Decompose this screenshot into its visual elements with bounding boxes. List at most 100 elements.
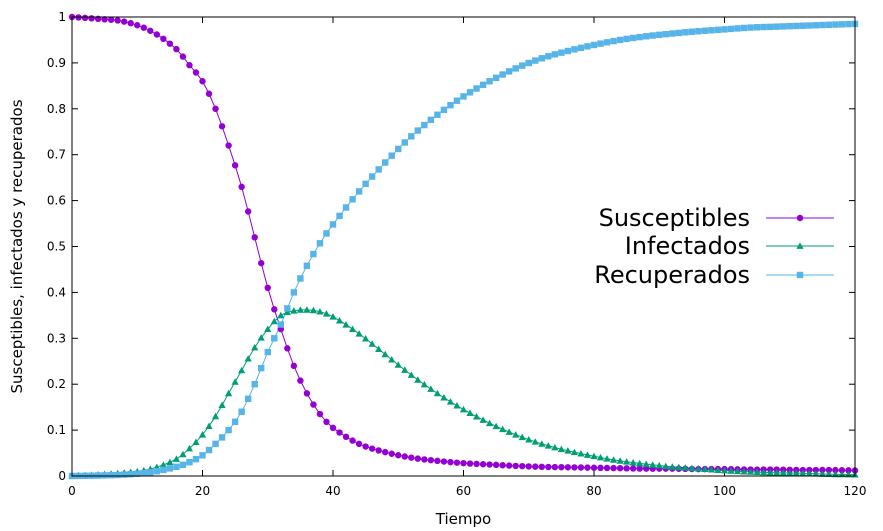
data-point-susceptibles xyxy=(316,410,324,418)
data-point-recuperados xyxy=(806,22,813,29)
data-point-recuperados xyxy=(173,463,180,471)
data-point-susceptibles xyxy=(603,464,611,472)
data-point-infectados xyxy=(557,445,565,453)
data-point-recuperados xyxy=(584,43,591,50)
series-markers xyxy=(68,13,859,480)
data-point-infectados xyxy=(172,455,180,462)
data-point-recuperados xyxy=(558,49,565,56)
data-point-susceptibles xyxy=(231,162,239,169)
data-point-recuperados xyxy=(786,22,793,30)
data-point-recuperados xyxy=(714,26,722,34)
data-point-recuperados xyxy=(740,24,748,32)
data-point-infectados xyxy=(603,455,611,462)
data-point-infectados xyxy=(277,311,285,319)
data-point-infectados xyxy=(388,355,396,363)
data-point-recuperados xyxy=(799,22,806,29)
data-point-susceptibles xyxy=(395,452,402,459)
y-tick-label: 0.6 xyxy=(47,194,66,208)
data-point-recuperados xyxy=(160,466,167,474)
data-point-susceptibles xyxy=(629,465,637,472)
data-point-recuperados xyxy=(747,24,754,31)
data-point-recuperados xyxy=(134,470,141,477)
data-point-susceptibles xyxy=(825,466,833,474)
data-point-recuperados xyxy=(421,121,428,129)
data-point-infectados xyxy=(492,422,500,430)
data-point-susceptibles xyxy=(342,433,350,441)
data-point-infectados xyxy=(675,463,683,471)
data-point-recuperados xyxy=(290,289,298,296)
data-point-infectados xyxy=(609,456,618,463)
data-point-recuperados xyxy=(447,101,454,109)
data-point-susceptibles xyxy=(205,90,213,97)
data-point-susceptibles xyxy=(421,456,428,463)
data-point-susceptibles xyxy=(532,463,539,470)
legend-marker-recuperados xyxy=(796,271,804,279)
data-point-recuperados xyxy=(616,36,624,44)
data-point-recuperados xyxy=(427,116,435,124)
data-point-recuperados xyxy=(310,250,317,258)
data-point-infectados xyxy=(335,316,344,324)
data-point-susceptibles xyxy=(134,22,141,29)
data-point-susceptibles xyxy=(473,460,480,468)
data-point-infectados xyxy=(283,308,291,316)
data-point-infectados xyxy=(166,458,174,466)
data-point-infectados xyxy=(231,378,239,385)
legend-marker-infectados xyxy=(796,242,804,249)
data-point-susceptibles xyxy=(310,401,317,408)
data-point-susceptibles xyxy=(610,464,617,472)
data-point-recuperados xyxy=(532,57,539,64)
data-point-susceptibles xyxy=(225,142,232,149)
data-point-infectados xyxy=(649,461,657,468)
data-point-infectados xyxy=(264,325,272,332)
data-point-recuperados xyxy=(538,55,545,62)
data-point-recuperados xyxy=(414,127,422,134)
data-point-recuperados xyxy=(669,30,676,37)
data-point-infectados xyxy=(753,468,761,476)
data-point-recuperados xyxy=(205,446,213,454)
data-point-infectados xyxy=(420,380,428,388)
data-point-susceptibles xyxy=(160,35,167,43)
data-point-recuperados xyxy=(675,29,683,37)
data-point-recuperados xyxy=(512,65,519,72)
data-point-susceptibles xyxy=(551,463,559,471)
data-point-recuperados xyxy=(284,305,291,312)
data-point-recuperados xyxy=(773,23,780,30)
data-point-recuperados xyxy=(610,37,617,45)
data-point-infectados xyxy=(407,371,415,378)
data-point-recuperados xyxy=(688,28,696,35)
data-point-infectados xyxy=(348,325,357,332)
data-point-recuperados xyxy=(179,461,187,469)
data-point-infectados xyxy=(296,306,304,313)
data-point-recuperados xyxy=(114,471,121,479)
data-point-infectados xyxy=(466,409,474,416)
data-point-infectados xyxy=(655,461,663,469)
y-tick-label: 0 xyxy=(58,469,66,483)
data-point-susceptibles xyxy=(218,123,226,130)
data-point-recuperados xyxy=(127,471,134,478)
data-point-recuperados xyxy=(623,35,630,43)
data-point-infectados xyxy=(525,435,533,443)
data-point-susceptibles xyxy=(558,463,565,471)
data-point-recuperados xyxy=(336,212,343,220)
data-point-recuperados xyxy=(238,408,245,415)
data-point-infectados xyxy=(544,442,552,449)
data-point-recuperados xyxy=(453,97,461,104)
data-point-susceptibles xyxy=(819,466,826,474)
data-point-infectados xyxy=(381,350,389,358)
data-point-recuperados xyxy=(186,459,193,466)
data-point-infectados xyxy=(375,345,383,352)
data-point-recuperados xyxy=(505,68,513,75)
data-point-susceptibles xyxy=(845,467,852,474)
data-point-recuperados xyxy=(153,468,161,475)
data-point-infectados xyxy=(727,467,735,474)
data-point-recuperados xyxy=(629,34,637,42)
data-point-recuperados xyxy=(349,196,356,203)
data-point-recuperados xyxy=(271,335,278,342)
data-point-infectados xyxy=(792,469,800,476)
data-point-recuperados xyxy=(408,133,415,140)
data-point-infectados xyxy=(368,340,376,347)
data-point-infectados xyxy=(479,416,487,423)
data-point-recuperados xyxy=(199,452,206,459)
data-point-recuperados xyxy=(121,471,128,478)
data-point-recuperados xyxy=(603,39,611,46)
